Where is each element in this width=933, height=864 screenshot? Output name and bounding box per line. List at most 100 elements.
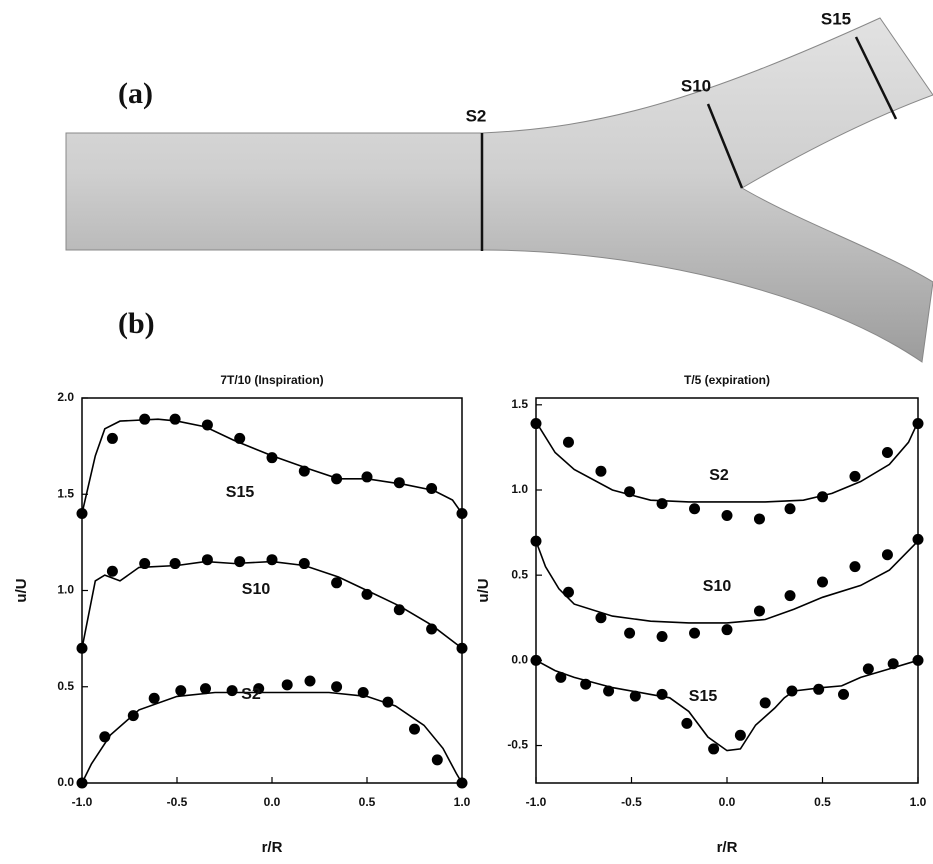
series-line (536, 422, 918, 502)
x-axis-label: r/R (262, 839, 283, 856)
y-tick-label: 1.5 (57, 486, 74, 500)
page: (a) (b) S2 S10 S15 7T/10 (Inspiration) -1… (0, 0, 933, 864)
data-point (785, 503, 796, 514)
x-axis-label: r/R (717, 839, 738, 856)
data-point (202, 419, 213, 430)
data-point (358, 687, 369, 698)
data-point (595, 466, 606, 477)
y-axis-label: u/U (13, 578, 30, 602)
data-point (331, 577, 342, 588)
data-point (863, 663, 874, 674)
data-point (913, 534, 924, 545)
data-point (234, 556, 245, 567)
chart-title: T/5 (expiration) (684, 373, 770, 387)
data-point (563, 437, 574, 448)
data-point (200, 683, 211, 694)
x-tick-label: 0.5 (359, 795, 376, 809)
data-point (722, 510, 733, 521)
x-tick-label: 1.0 (454, 795, 471, 809)
series-line (82, 419, 462, 513)
x-tick-label: -0.5 (167, 795, 188, 809)
data-point (77, 778, 88, 789)
data-point (202, 554, 213, 565)
data-point (149, 693, 160, 704)
data-point (849, 561, 860, 572)
data-point (267, 554, 278, 565)
series-line (82, 562, 462, 649)
data-point (299, 466, 310, 477)
data-point (331, 681, 342, 692)
data-point (394, 477, 405, 488)
x-tick-label: 0.5 (814, 795, 831, 809)
y-tick-label: 1.0 (511, 482, 528, 496)
data-point (817, 576, 828, 587)
y-axis-label: u/U (475, 578, 492, 602)
data-point (170, 414, 181, 425)
data-point (657, 498, 668, 509)
data-point (331, 473, 342, 484)
data-point (722, 624, 733, 635)
airway-diagram: (a) (b) S2 S10 S15 (66, 9, 933, 362)
data-point (409, 724, 420, 735)
x-tick-label: -1.0 (72, 795, 93, 809)
data-point (888, 658, 899, 669)
y-tick-label: 0.0 (511, 653, 528, 667)
data-point (849, 471, 860, 482)
series-label: S10 (703, 578, 732, 595)
data-point (128, 710, 139, 721)
chart-title: 7T/10 (Inspiration) (220, 373, 323, 387)
data-point (563, 587, 574, 598)
data-point (107, 433, 118, 444)
y-tick-label: -0.5 (507, 738, 528, 752)
data-point (139, 558, 150, 569)
data-point (735, 730, 746, 741)
data-point (305, 675, 316, 686)
data-point (457, 508, 468, 519)
data-point (624, 628, 635, 639)
x-tick-label: -0.5 (621, 795, 642, 809)
data-point (813, 684, 824, 695)
data-point (754, 605, 765, 616)
y-tick-label: 1.0 (57, 583, 74, 597)
data-point (913, 418, 924, 429)
data-point (234, 433, 245, 444)
x-tick-label: -1.0 (526, 795, 547, 809)
data-point (394, 604, 405, 615)
data-point (882, 549, 893, 560)
data-point (227, 685, 238, 696)
data-point (786, 686, 797, 697)
data-point (531, 536, 542, 547)
series-label: S10 (242, 581, 271, 598)
x-tick-label: 1.0 (910, 795, 927, 809)
series-label: S15 (226, 484, 255, 501)
section-label: S10 (681, 76, 711, 95)
data-point (624, 486, 635, 497)
data-point (657, 631, 668, 642)
data-point (838, 689, 849, 700)
series-label: S2 (241, 686, 261, 703)
data-point (99, 731, 110, 742)
series-label: S2 (709, 467, 729, 484)
data-point (531, 418, 542, 429)
data-point (689, 503, 700, 514)
data-point (362, 471, 373, 482)
data-point (531, 655, 542, 666)
data-point (457, 778, 468, 789)
series-line (82, 693, 462, 784)
data-point (299, 558, 310, 569)
series-line (536, 660, 918, 750)
figure: (a) (b) S2 S10 S15 7T/10 (Inspiration) -1… (0, 0, 933, 864)
section-label: S2 (466, 106, 487, 125)
panel-label: (b) (118, 307, 155, 340)
y-tick-label: 0.0 (57, 775, 74, 789)
data-point (785, 590, 796, 601)
data-point (555, 672, 566, 683)
data-point (426, 483, 437, 494)
data-point (595, 612, 606, 623)
data-point (139, 414, 150, 425)
section-label: S15 (821, 9, 851, 28)
data-point (689, 628, 700, 639)
y-tick-label: 2.0 (57, 390, 74, 404)
